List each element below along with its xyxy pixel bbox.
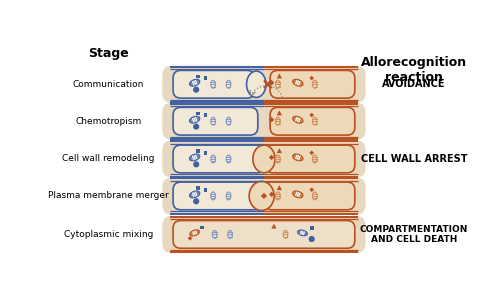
FancyBboxPatch shape [173, 221, 355, 248]
Bar [200, 226, 204, 229]
Circle shape [308, 236, 315, 242]
Text: Communication: Communication [72, 80, 144, 89]
Text: CELL WALL ARREST: CELL WALL ARREST [361, 154, 468, 164]
Bar [204, 113, 208, 117]
Ellipse shape [190, 191, 200, 198]
Polygon shape [310, 113, 314, 117]
Text: Cell wall remodeling: Cell wall remodeling [62, 154, 154, 164]
Ellipse shape [292, 154, 303, 161]
FancyBboxPatch shape [162, 216, 366, 253]
Text: Allorecognition
reaction: Allorecognition reaction [361, 56, 467, 84]
Text: AVOIDANCE: AVOIDANCE [382, 79, 446, 89]
Polygon shape [276, 185, 282, 190]
FancyBboxPatch shape [270, 70, 355, 98]
FancyBboxPatch shape [266, 145, 355, 173]
Polygon shape [272, 224, 276, 229]
FancyBboxPatch shape [270, 107, 355, 135]
Polygon shape [269, 80, 274, 86]
Polygon shape [276, 111, 282, 115]
Polygon shape [310, 76, 314, 80]
FancyBboxPatch shape [162, 103, 366, 140]
Ellipse shape [292, 79, 303, 86]
Text: Cytoplasmic mixing: Cytoplasmic mixing [64, 230, 153, 239]
Circle shape [193, 161, 200, 167]
Ellipse shape [190, 116, 200, 123]
FancyBboxPatch shape [173, 70, 254, 98]
Text: Plasma membrane merger: Plasma membrane merger [48, 191, 169, 201]
FancyBboxPatch shape [173, 145, 266, 173]
Bar [310, 226, 314, 230]
Ellipse shape [246, 71, 266, 97]
Ellipse shape [253, 145, 275, 173]
Ellipse shape [190, 79, 200, 86]
Bar [196, 149, 200, 153]
Text: Stage: Stage [88, 47, 129, 60]
Ellipse shape [190, 154, 200, 161]
Bar [196, 186, 200, 190]
Ellipse shape [190, 230, 200, 236]
FancyBboxPatch shape [264, 182, 355, 210]
Text: Chemotropism: Chemotropism [76, 117, 142, 126]
Polygon shape [261, 193, 267, 199]
Polygon shape [310, 150, 314, 155]
FancyBboxPatch shape [162, 140, 366, 177]
Polygon shape [188, 236, 192, 240]
Polygon shape [269, 117, 274, 122]
Ellipse shape [298, 230, 308, 236]
Bar [196, 112, 200, 115]
Bar [204, 76, 208, 80]
Circle shape [193, 198, 200, 204]
Bar [204, 188, 208, 192]
FancyBboxPatch shape [162, 177, 366, 214]
Polygon shape [276, 74, 282, 78]
Circle shape [193, 87, 200, 93]
Polygon shape [310, 187, 314, 192]
FancyBboxPatch shape [173, 182, 268, 210]
Polygon shape [269, 192, 274, 197]
Ellipse shape [249, 181, 274, 210]
Circle shape [193, 124, 200, 130]
FancyBboxPatch shape [162, 66, 366, 103]
Bar [196, 74, 200, 78]
Ellipse shape [292, 191, 303, 198]
Polygon shape [276, 148, 282, 153]
Ellipse shape [292, 116, 303, 123]
FancyBboxPatch shape [173, 107, 258, 135]
Bar [204, 151, 208, 155]
Polygon shape [269, 155, 274, 160]
Text: COMPARTMENTATION
AND CELL DEATH: COMPARTMENTATION AND CELL DEATH [360, 225, 469, 244]
